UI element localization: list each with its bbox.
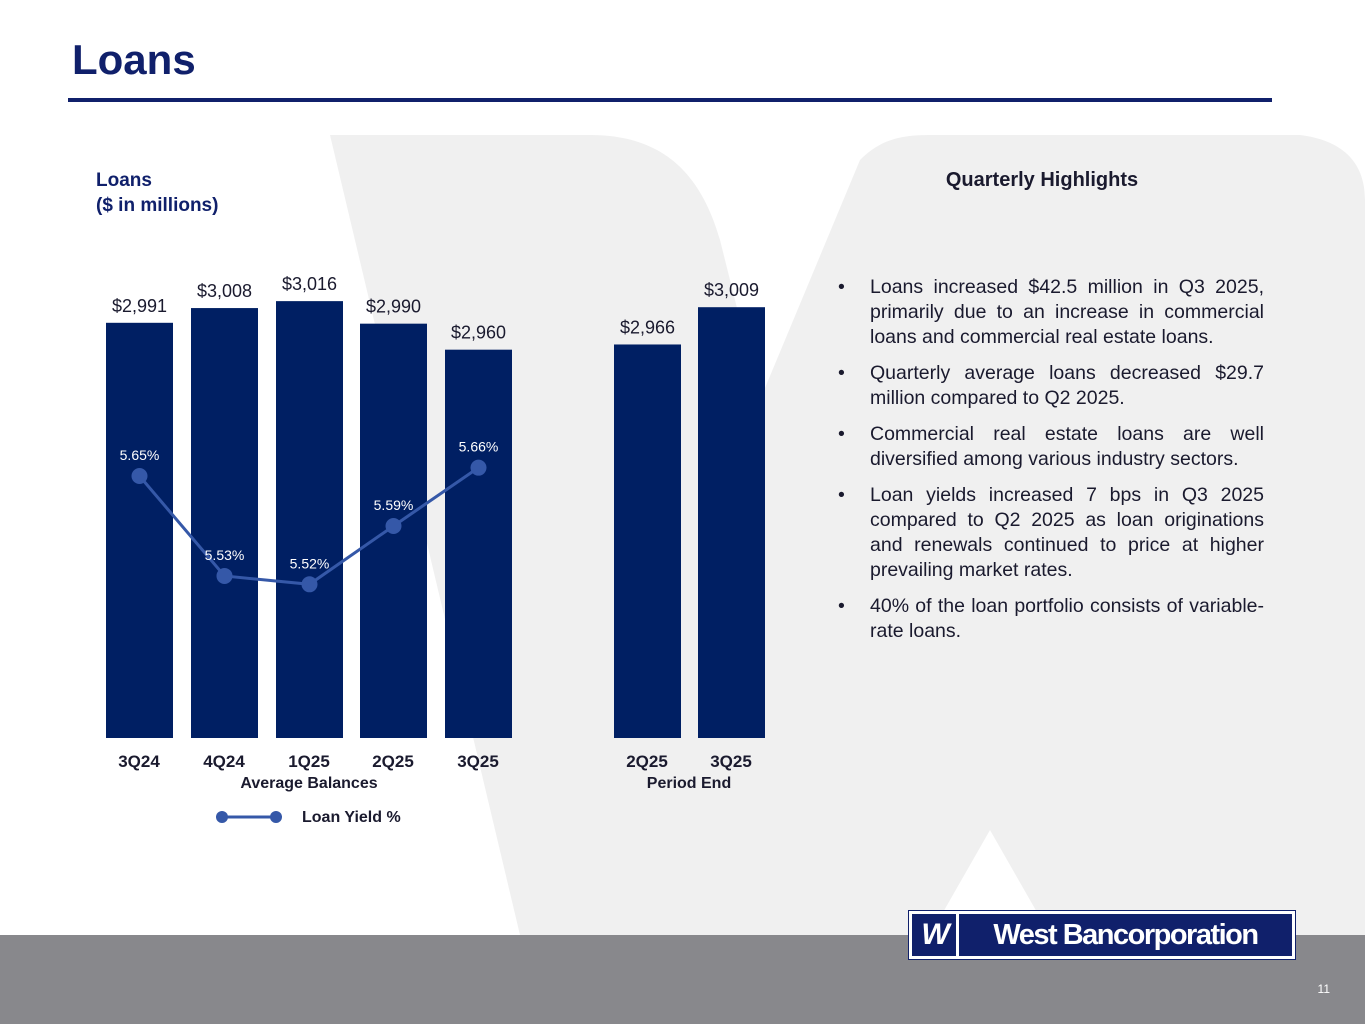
highlight-text: 40% of the loan portfolio consists of va… [870,595,1264,642]
x-tick-label: 1Q25 [288,752,330,771]
logo-w-icon: W [912,914,959,956]
highlight-text: Quarterly average loans decreased $29.7 … [870,362,1264,409]
legend-dot-right [270,811,282,823]
group-caption: Period End [647,775,731,792]
loan-yield-label: 5.66% [459,439,499,455]
bar-1q25 [276,301,343,738]
x-tick-label: 3Q25 [710,752,752,771]
bullet-marker: • [838,484,845,506]
loan-yield-point [131,468,148,484]
highlight-text: Loan yields increased 7 bps in Q3 2025 c… [870,484,1264,581]
loan-yield-point [470,459,487,476]
bar-value-label: $3,008 [197,281,252,301]
bullet-marker: • [838,423,845,445]
page-number: 11 [1317,982,1330,996]
loan-yield-point [385,517,402,534]
bar-value-label: $2,990 [366,297,421,317]
x-tick-label: 2Q25 [372,752,414,771]
loan-yield-label: 5.52% [290,555,330,571]
title-divider [68,98,1272,102]
bar-3q25 [445,349,512,738]
chart-title-line-1: Loans [96,170,152,191]
x-tick-label: 4Q24 [203,752,245,771]
bullet-marker: • [838,276,845,298]
loan-yield-point [301,576,318,593]
logo-wordmark: West Bancorporation [993,918,1259,951]
bar-3q24 [106,322,173,738]
bar-value-label: $2,966 [620,317,675,337]
chart-subtitle: ($ in millions) [96,195,219,216]
highlight-text: Commercial real estate loans are well di… [870,423,1264,470]
loan-yield-point [216,567,233,584]
bar-4q24 [191,308,258,738]
bullet-marker: • [838,595,845,617]
x-tick-label: 3Q25 [457,752,499,771]
loans-chart: $2,991 3Q24 $3,008 4Q24 $3,016 1Q25 $2,990 2Q25… [106,274,765,826]
legend-label: Loan Yield % [302,809,401,826]
bar-2q25 [614,344,681,738]
group-caption: Average Balances [240,775,377,792]
bullet-marker: • [838,362,845,384]
bar-value-label: $2,960 [451,323,506,343]
bar-value-label: $2,991 [112,296,167,316]
highlight-item: • Loan yields increased 7 bps in Q3 2025 … [836,483,1264,583]
highlights-title: Quarterly Highlights [945,169,1139,191]
highlight-item: • Commercial real estate loans are well d… [836,422,1264,472]
x-tick-label: 3Q24 [118,752,160,771]
logo-plate: W West Bancorporation [912,914,1292,956]
loan-yield-label: 5.65% [120,447,160,463]
highlight-item: • Loans increased $42.5 million in Q3 202… [836,275,1264,350]
highlight-item: • 40% of the loan portfolio consists of v… [836,594,1264,644]
loan-yield-label: 5.59% [374,497,414,513]
bar-value-label: $3,016 [282,274,337,294]
x-tick-label: 2Q25 [626,752,668,771]
bar-value-label: $3,009 [704,280,759,300]
loan-yield-label: 5.53% [205,547,245,563]
highlight-text: Loans increased $42.5 million in Q3 2025… [870,276,1264,348]
company-logo: W West Bancorporation [908,910,1296,960]
highlight-item: • Quarterly average loans decreased $29.7… [836,361,1264,411]
chart-title: Loans ($ in millions) [96,168,218,218]
highlights-list: • Loans increased $42.5 million in Q3 202… [836,275,1264,655]
bar-3q25 [698,307,765,738]
slide-title: Loans [72,36,196,83]
legend-dot-left [216,811,228,823]
